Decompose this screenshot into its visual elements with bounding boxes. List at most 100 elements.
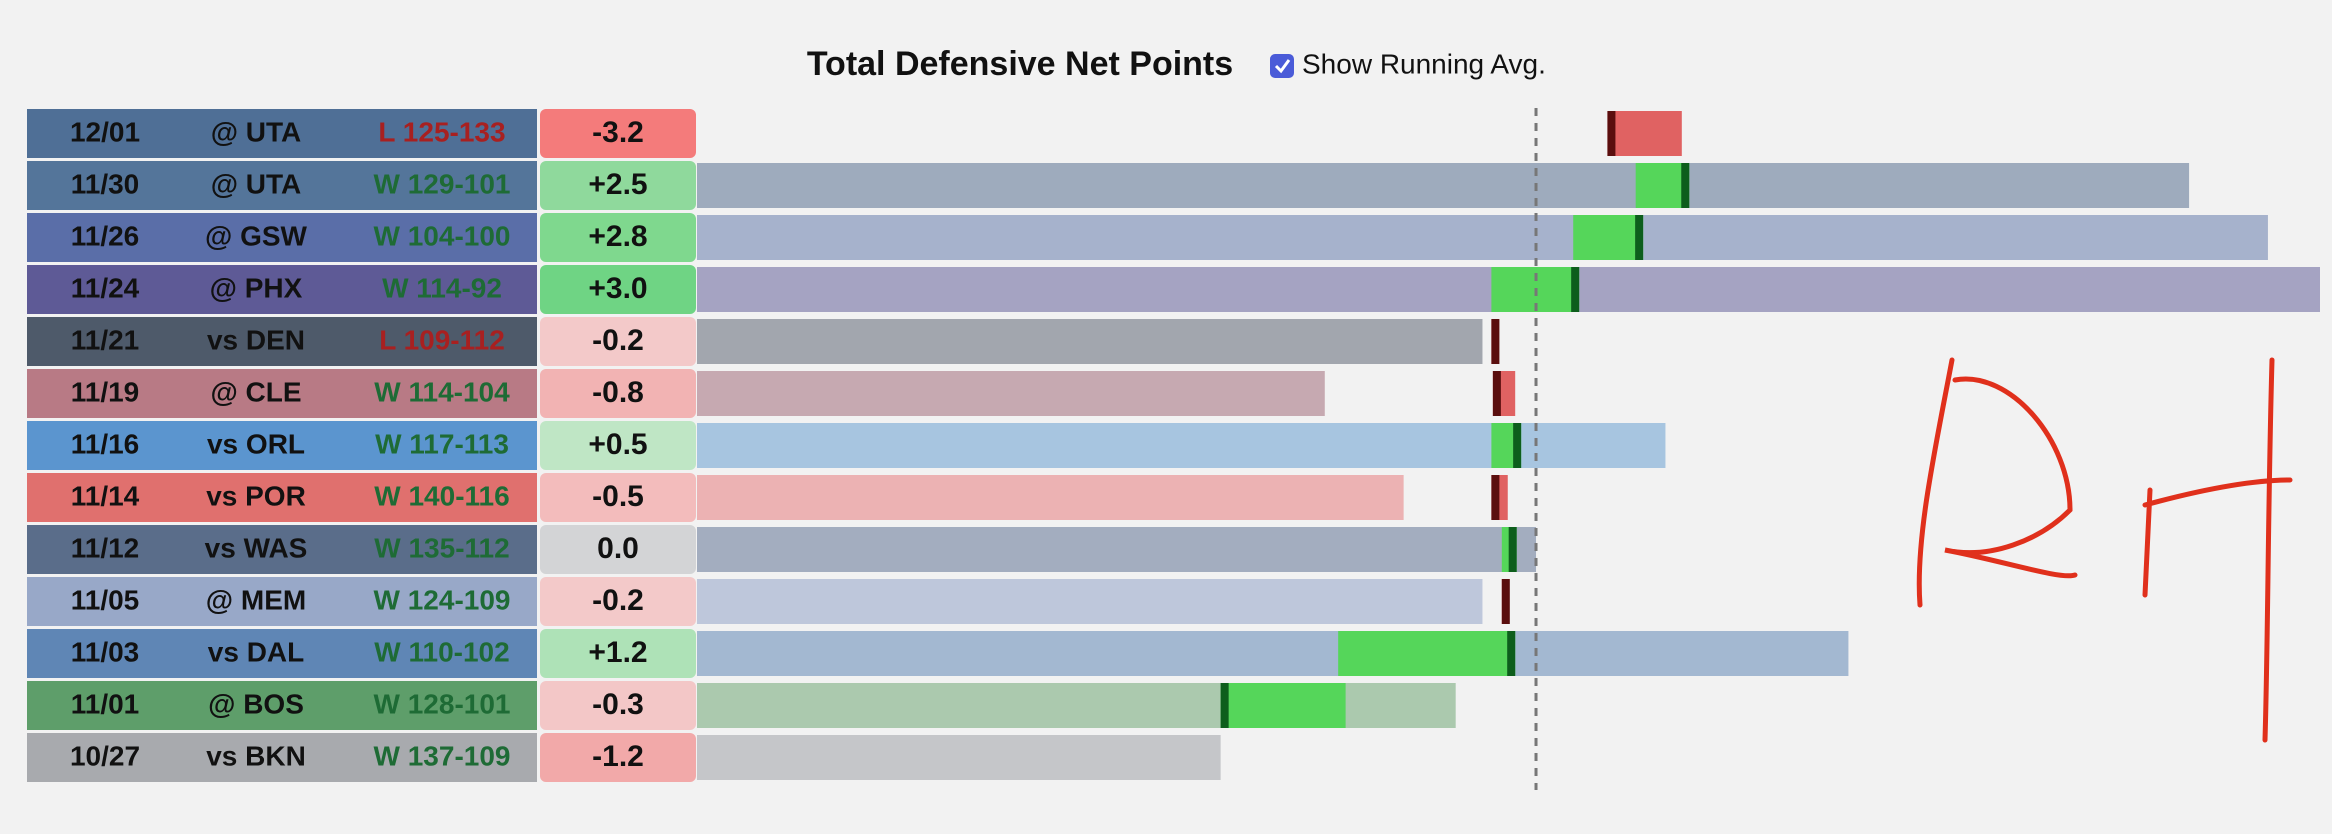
segment-end <box>1635 215 1644 260</box>
net-segment <box>1338 631 1516 676</box>
net-label: -3.2 <box>592 116 644 149</box>
team-cell <box>27 109 537 158</box>
matchup: vs ORL <box>207 428 305 459</box>
net-cell <box>540 577 696 626</box>
bar <box>697 579 1483 624</box>
net-label: -0.8 <box>592 376 644 409</box>
checkbox[interactable] <box>1270 54 1294 78</box>
net-label: -0.5 <box>592 480 644 513</box>
matchup: @ UTA <box>211 116 302 147</box>
result: W 124-109 <box>374 584 511 615</box>
net-cell <box>540 213 696 262</box>
game-date: 11/01 <box>71 688 140 719</box>
net-cell <box>540 109 696 158</box>
bar <box>697 163 2190 208</box>
segment-end <box>1501 579 1510 624</box>
net-label: +1.2 <box>588 636 647 669</box>
team-cell <box>27 369 537 418</box>
result: W 114-92 <box>382 272 502 303</box>
bar <box>697 475 1404 520</box>
chart-title: Total Defensive Net Points <box>807 45 1233 83</box>
game-date: 10/27 <box>70 740 140 771</box>
handwriting-stroke <box>2142 357 2293 743</box>
game-date: 11/30 <box>71 168 140 199</box>
handwriting-stroke <box>1916 357 2078 608</box>
segment-end <box>1681 163 1690 208</box>
net-label: -0.2 <box>592 584 644 617</box>
checkbox-tick <box>1274 59 1291 74</box>
result: W 114-104 <box>374 376 510 407</box>
segment-end <box>1220 683 1229 728</box>
matchup: vs BKN <box>206 740 306 771</box>
bar <box>697 735 1221 780</box>
net-cell <box>540 369 696 418</box>
bar <box>697 319 1483 364</box>
net-label: 0.0 <box>597 532 639 565</box>
team-cell <box>27 317 537 366</box>
net-label: +2.5 <box>588 168 647 201</box>
matchup: @ CLE <box>210 376 301 407</box>
team-cell <box>27 681 537 730</box>
net-segment <box>1635 163 1690 208</box>
segment-end <box>1513 423 1522 468</box>
team-cell <box>27 421 537 470</box>
result: W 110-102 <box>374 636 509 667</box>
game-date: 11/24 <box>71 272 140 303</box>
game-date: 11/16 <box>71 428 140 459</box>
net-label: +0.5 <box>588 428 647 461</box>
net-label: -0.3 <box>592 688 644 721</box>
result: W 129-101 <box>374 168 511 199</box>
net-label: -0.2 <box>592 324 644 357</box>
game-date: 11/03 <box>71 636 140 667</box>
game-date: 11/12 <box>71 532 140 563</box>
matchup: vs WAS <box>205 532 308 563</box>
result: W 137-109 <box>374 740 511 771</box>
game-date: 11/14 <box>71 480 140 511</box>
net-segment <box>1607 111 1682 156</box>
matchup: vs DAL <box>208 636 304 667</box>
team-cell <box>27 213 537 262</box>
segment-end <box>1491 319 1500 364</box>
team-cell <box>27 265 537 314</box>
result: W 135-112 <box>374 532 509 563</box>
result: W 140-116 <box>374 480 509 511</box>
handwriting <box>1916 357 2293 743</box>
bar <box>697 527 1537 572</box>
net-cell <box>540 681 696 730</box>
matchup: @ MEM <box>206 584 306 615</box>
game-date: 11/19 <box>71 376 140 407</box>
bar <box>697 215 2268 260</box>
net-cell <box>540 421 696 470</box>
net-segment <box>1220 683 1346 728</box>
result: L 125-133 <box>378 116 505 147</box>
team-cell <box>27 473 537 522</box>
net-label: -1.2 <box>592 740 644 773</box>
game-date: 12/01 <box>70 116 140 147</box>
bar <box>697 631 1849 676</box>
running-avg-toggle[interactable]: Show Running Avg. <box>1270 48 1546 79</box>
matchup: vs DEN <box>207 324 305 355</box>
segment-end <box>1607 111 1616 156</box>
result: W 128-101 <box>374 688 511 719</box>
net-segment <box>1573 215 1644 260</box>
checkbox-label[interactable]: Show Running Avg. <box>1302 48 1546 79</box>
game-date: 11/26 <box>71 220 140 251</box>
game-date: 11/21 <box>71 324 140 355</box>
segment-end <box>1508 527 1517 572</box>
result: L 109-112 <box>379 324 505 355</box>
segment-end <box>1491 475 1500 520</box>
segment-end <box>1571 267 1580 312</box>
net-cell <box>540 473 696 522</box>
team-cell <box>27 525 537 574</box>
game-date: 11/05 <box>71 584 140 615</box>
matchup: @ PHX <box>210 272 303 303</box>
net-cell <box>540 525 696 574</box>
team-cell <box>27 733 537 782</box>
matchup: vs POR <box>206 480 306 511</box>
net-label: +2.8 <box>588 220 647 253</box>
net-cell <box>540 161 696 210</box>
net-cell <box>540 265 696 314</box>
result: W 104-100 <box>374 220 511 251</box>
